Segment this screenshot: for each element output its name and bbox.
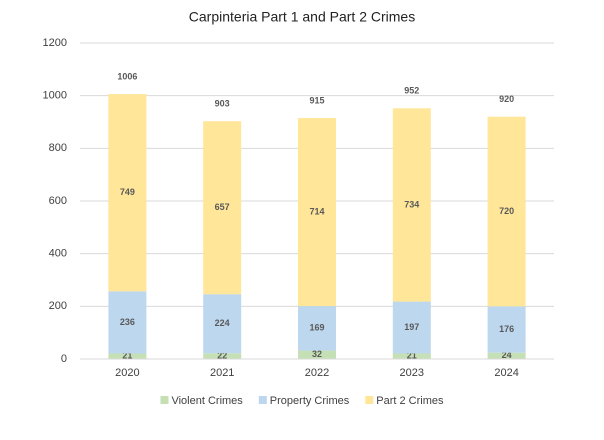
- data-label: 657: [215, 202, 230, 212]
- data-label: 197: [404, 322, 419, 332]
- x-tick-label: 2023: [400, 367, 424, 379]
- bar-segment: [108, 353, 147, 359]
- bar-segment: [108, 291, 147, 354]
- legend-label: Part 2 Crimes: [376, 395, 444, 407]
- bar-segment: [203, 121, 242, 295]
- bar-segment: [108, 94, 147, 292]
- data-label: 169: [309, 323, 324, 333]
- data-label: 720: [499, 206, 514, 216]
- data-label: 224: [215, 318, 230, 328]
- total-label: 915: [309, 95, 324, 105]
- bar-segment: [392, 353, 431, 359]
- data-label: 714: [309, 206, 324, 216]
- x-tick-label: 2021: [210, 367, 234, 379]
- data-label: 22: [217, 350, 227, 360]
- total-label: 920: [499, 94, 514, 104]
- bar-segment: [298, 350, 336, 359]
- y-tick-label: 400: [49, 248, 67, 260]
- bar-segment: [298, 118, 336, 307]
- data-label: 749: [120, 187, 135, 197]
- bar-segment: [203, 294, 242, 354]
- x-tick-label: 2022: [305, 367, 329, 379]
- data-label: 24: [502, 350, 512, 360]
- data-label: 21: [407, 351, 417, 361]
- data-label: 176: [499, 324, 514, 334]
- bar-segment: [203, 353, 242, 359]
- y-tick-label: 0: [61, 353, 67, 365]
- total-label: 952: [404, 86, 419, 96]
- legend-swatch: [160, 396, 169, 404]
- y-tick-label: 1000: [43, 90, 67, 102]
- y-tick-label: 600: [49, 195, 67, 207]
- legend-label: Violent Crimes: [171, 395, 243, 407]
- total-label: 903: [215, 99, 230, 109]
- y-tick-label: 1200: [43, 37, 67, 49]
- legend-label: Property Crimes: [270, 395, 350, 407]
- y-tick-label: 200: [49, 300, 67, 312]
- total-label: 1006: [117, 71, 137, 81]
- bar-segment: [392, 108, 431, 302]
- data-label: 236: [120, 317, 135, 327]
- legend-swatch: [258, 396, 267, 404]
- bar-segment: [487, 116, 526, 307]
- bar-segment: [298, 306, 336, 351]
- bar-segment: [487, 306, 526, 353]
- legend-swatch: [365, 396, 374, 404]
- data-label: 21: [122, 351, 132, 361]
- data-label: 734: [404, 199, 419, 209]
- x-tick-label: 2024: [494, 367, 518, 379]
- bar-segment: [487, 352, 526, 359]
- bar-segment: [392, 301, 431, 354]
- y-tick-label: 800: [49, 142, 67, 154]
- chart-title: Carpinteria Part 1 and Part 2 Crimes: [189, 9, 415, 25]
- data-label: 32: [312, 349, 322, 359]
- x-tick-label: 2020: [115, 367, 139, 379]
